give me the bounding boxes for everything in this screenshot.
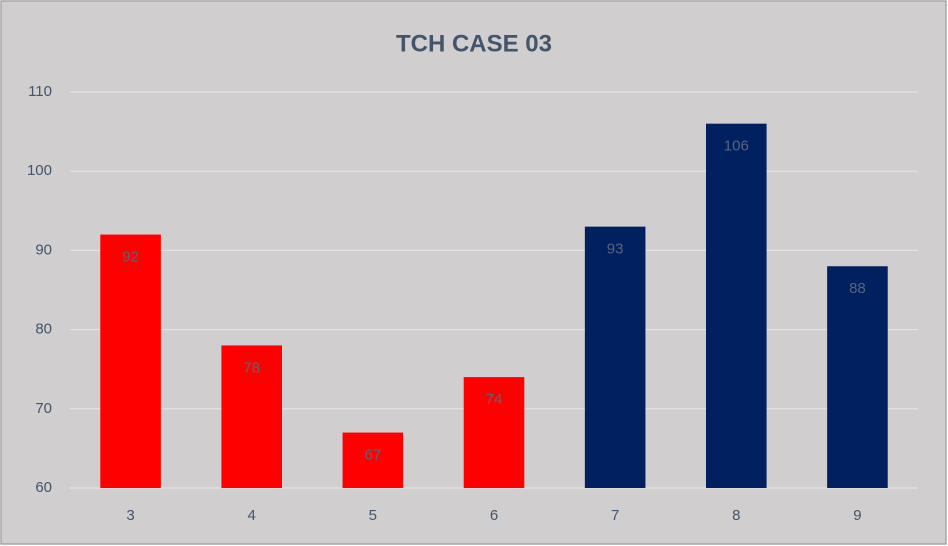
x-tick-label: 5: [369, 507, 377, 524]
data-label: 67: [365, 447, 382, 464]
y-tick-label: 90: [35, 241, 52, 258]
x-tick-label: 6: [490, 507, 498, 524]
x-tick-label: 9: [853, 507, 861, 524]
bar: [584, 226, 646, 488]
bar: [100, 234, 161, 488]
x-tick-label: 8: [732, 507, 740, 524]
bar: [342, 432, 404, 488]
x-tick-label: 3: [126, 507, 134, 524]
data-label: 92: [122, 249, 139, 266]
y-tick-label: 100: [27, 162, 52, 179]
bar: [221, 345, 282, 488]
bar: [827, 266, 888, 488]
bar: [463, 377, 525, 488]
data-label: 106: [724, 138, 749, 155]
data-label: 74: [486, 391, 503, 408]
data-label: 78: [243, 359, 260, 376]
x-tick-label: 7: [611, 507, 619, 524]
data-label: 93: [607, 241, 624, 258]
y-tick-label: 70: [35, 400, 52, 417]
bar: [706, 123, 767, 489]
x-tick-label: 4: [248, 507, 256, 524]
y-tick-label: 110: [28, 83, 52, 100]
chart-title: TCH CASE 03: [396, 30, 552, 57]
data-label: 88: [849, 280, 866, 297]
y-tick-label: 60: [35, 479, 52, 496]
y-tick-label: 80: [35, 321, 52, 338]
